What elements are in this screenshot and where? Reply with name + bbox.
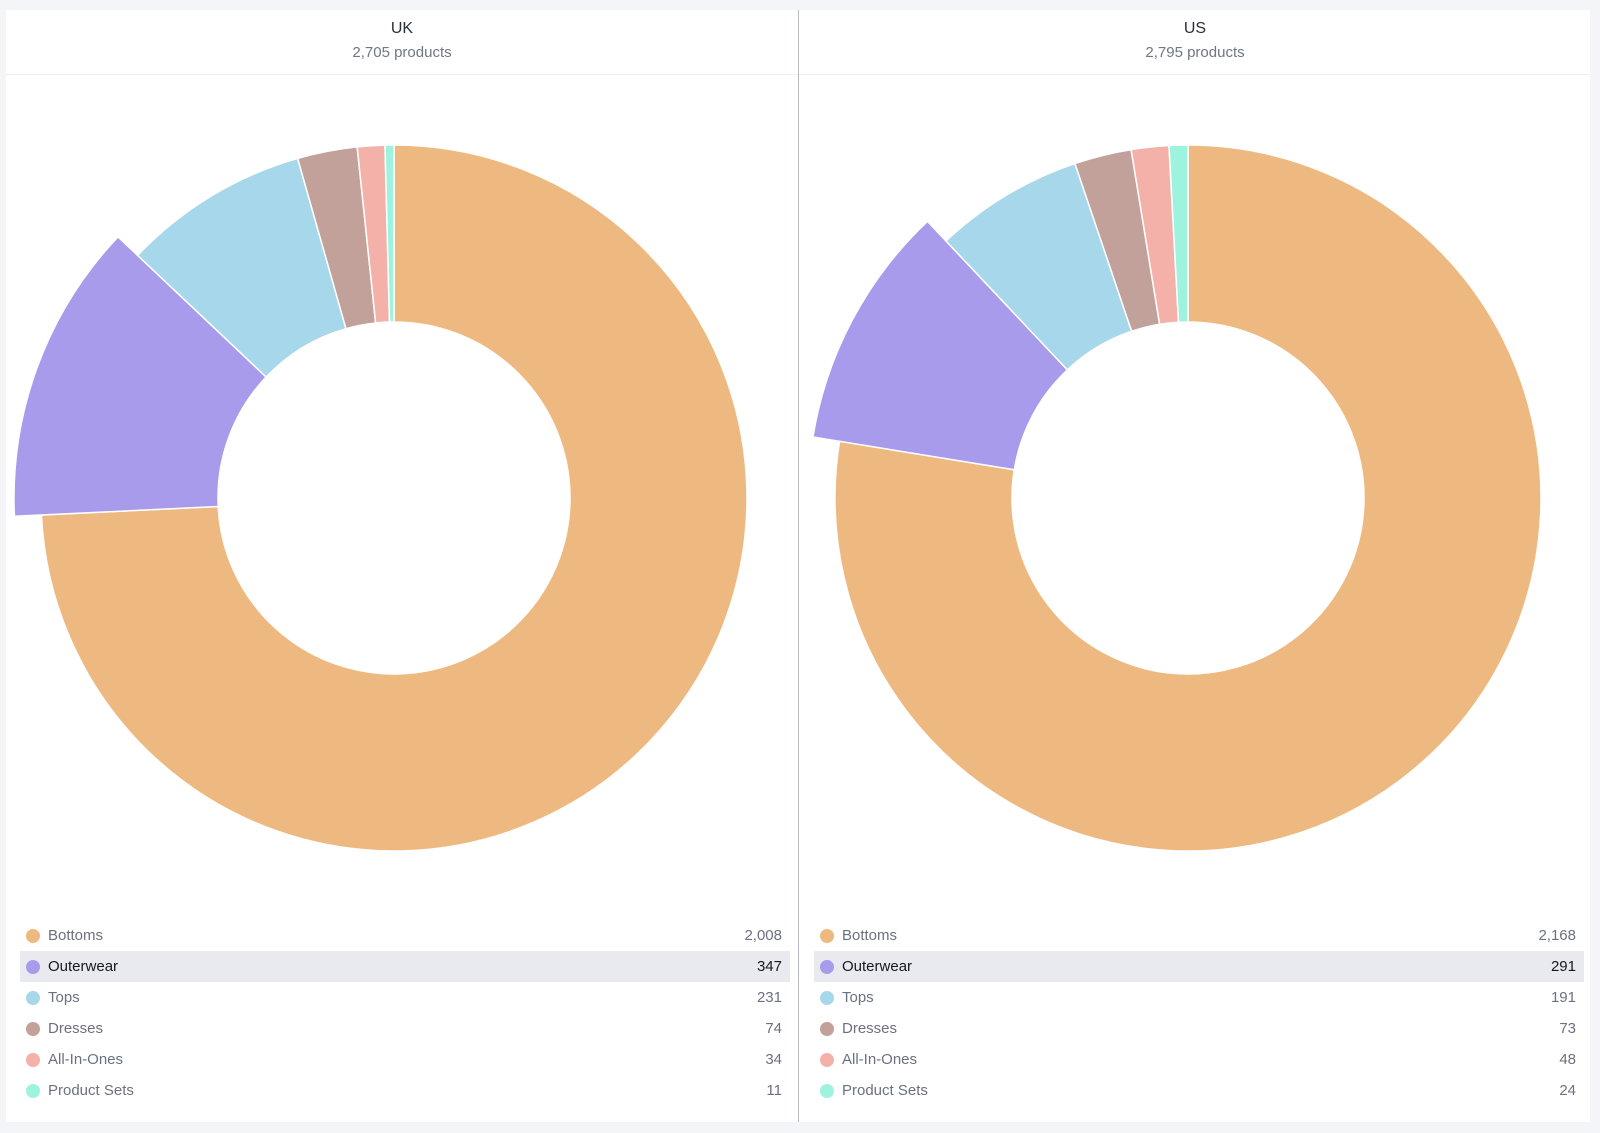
us-legend-item-bottoms[interactable]: Bottoms 2,168 — [814, 920, 1584, 951]
uk-panel: UK 2,705 products Bottoms 2,008 Outerwear 3… — [6, 10, 798, 1122]
legend-dot-icon — [820, 991, 834, 1005]
uk-slice-product-sets[interactable] — [384, 144, 395, 323]
legend-value: 73 — [1559, 1020, 1576, 1037]
legend-label: Tops — [842, 989, 874, 1006]
legend-dot-icon — [820, 1022, 834, 1036]
legend-value: 34 — [765, 1051, 782, 1068]
legend-label: Product Sets — [842, 1082, 928, 1099]
legend-value: 24 — [1559, 1082, 1576, 1099]
legend-dot-icon — [26, 929, 40, 943]
us-slice-bottoms[interactable] — [834, 144, 1542, 852]
uk-product-count: 2,705 products — [352, 44, 452, 61]
legend-dot-icon — [26, 1084, 40, 1098]
legend-label: Bottoms — [842, 927, 898, 944]
legend-dot-icon — [820, 960, 834, 974]
legend-value: 347 — [756, 958, 782, 975]
legend-value: 231 — [756, 989, 782, 1006]
uk-legend-item-bottoms[interactable]: Bottoms 2,008 — [20, 920, 790, 951]
uk-legend-item-outerwear[interactable]: Outerwear 347 — [20, 951, 790, 982]
legend-dot-icon — [26, 960, 40, 974]
legend-label: All-In-Ones — [48, 1051, 124, 1068]
us-legend-item-dresses[interactable]: Dresses 73 — [814, 1013, 1584, 1044]
legend-value: 48 — [1559, 1051, 1576, 1068]
uk-donut-chart — [13, 144, 748, 852]
legend-label: Dresses — [48, 1020, 104, 1037]
legend-label: All-In-Ones — [842, 1051, 918, 1068]
legend-value: 2,008 — [744, 927, 782, 944]
us-slice-product-sets[interactable] — [1168, 144, 1189, 324]
legend-label: Product Sets — [48, 1082, 134, 1099]
us-slice-outerwear[interactable] — [812, 220, 1069, 471]
legend-label: Bottoms — [48, 927, 104, 944]
uk-legend-item-product-sets[interactable]: Product Sets 11 — [20, 1075, 790, 1106]
panel-divider — [798, 10, 799, 1122]
us-chart-title: US — [1183, 20, 1207, 37]
us-legend-item-outerwear[interactable]: Outerwear 291 — [814, 951, 1584, 982]
us-legend-item-product-sets[interactable]: Product Sets 24 — [814, 1075, 1584, 1106]
us-legend-item-tops[interactable]: Tops 191 — [814, 982, 1584, 1013]
us-legend-item-all-in-ones[interactable]: All-In-Ones 48 — [814, 1044, 1584, 1075]
uk-chart-title: UK — [390, 20, 414, 37]
uk-slice-outerwear[interactable] — [13, 235, 268, 518]
uk-slice-bottoms[interactable] — [40, 144, 748, 852]
uk-legend-item-tops[interactable]: Tops 231 — [20, 982, 790, 1013]
legend-value: 74 — [765, 1020, 782, 1037]
legend-value: 291 — [1550, 958, 1576, 975]
legend-dot-icon — [820, 1084, 834, 1098]
legend-value: 2,168 — [1538, 927, 1576, 944]
us-header: US 2,795 products — [800, 10, 1590, 75]
legend-label: Outerwear — [842, 958, 913, 975]
uk-legend-item-all-in-ones[interactable]: All-In-Ones 34 — [20, 1044, 790, 1075]
legend-label: Dresses — [842, 1020, 898, 1037]
legend-dot-icon — [820, 929, 834, 943]
us-donut-chart — [812, 144, 1542, 852]
legend-value: 11 — [766, 1082, 782, 1099]
us-legend: Bottoms 2,168 Outerwear 291 Tops 191 Dresses 73… — [814, 920, 1584, 1106]
chart-frame: UK 2,705 products Bottoms 2,008 Outerwear 3… — [6, 10, 1590, 1122]
uk-header: UK 2,705 products — [6, 10, 798, 75]
legend-dot-icon — [26, 1053, 40, 1067]
uk-legend: Bottoms 2,008 Outerwear 347 Tops 231 Dresses 74… — [20, 920, 790, 1106]
us-product-count: 2,795 products — [1145, 44, 1245, 61]
uk-legend-item-dresses[interactable]: Dresses 74 — [20, 1013, 790, 1044]
legend-label: Tops — [48, 989, 80, 1006]
legend-value: 191 — [1550, 989, 1576, 1006]
legend-dot-icon — [820, 1053, 834, 1067]
us-panel: US 2,795 products Bottoms 2,168 Outerwear 2… — [800, 10, 1590, 1122]
legend-dot-icon — [26, 1022, 40, 1036]
legend-label: Outerwear — [48, 958, 119, 975]
legend-dot-icon — [26, 991, 40, 1005]
